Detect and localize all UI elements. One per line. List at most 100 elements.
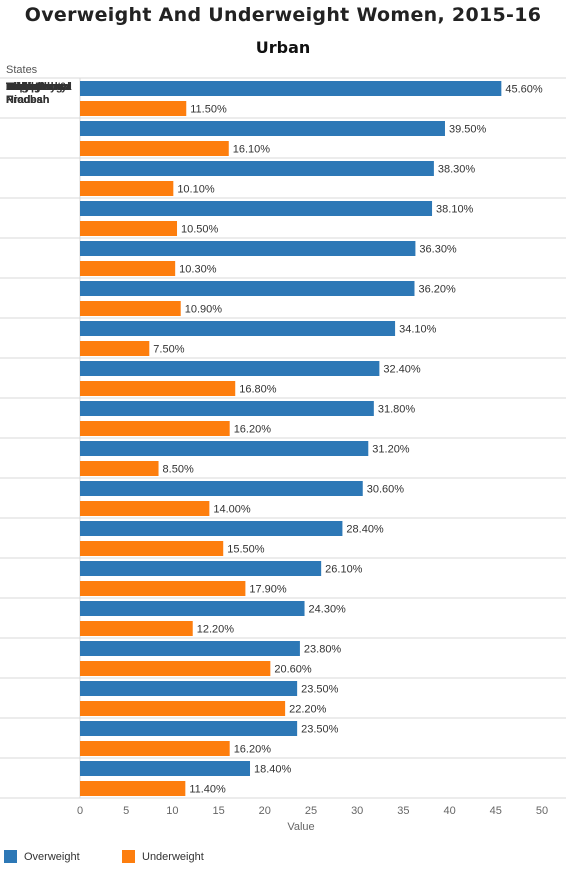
overweight-bar: [80, 321, 396, 336]
overweight-value-label: 36.20%: [418, 284, 456, 296]
category-label: Telangana: [6, 81, 60, 93]
overweight-bar: [80, 441, 369, 456]
x-tick-label: 35: [397, 805, 409, 817]
category-label: Pradesh: [6, 94, 50, 106]
underweight-bar: [80, 621, 193, 636]
underweight-value-label: 12.20%: [197, 624, 235, 636]
underweight-bar: [80, 661, 271, 676]
overweight-value-label: 39.50%: [449, 124, 487, 136]
category-label: Uttarakhand: [6, 81, 70, 93]
underweight-bar: [80, 701, 286, 716]
category-label: Andhra: [6, 81, 45, 93]
overweight-bar: [80, 361, 380, 376]
underweight-value-label: 10.10%: [177, 184, 215, 196]
underweight-value-label: 16.20%: [234, 744, 272, 756]
underweight-value-label: 10.90%: [185, 304, 223, 316]
x-tick-label: 30: [351, 805, 363, 817]
underweight-bar: [80, 221, 178, 236]
underweight-bar: [80, 341, 150, 356]
x-tick-label: 25: [305, 805, 317, 817]
underweight-value-label: 17.90%: [249, 584, 287, 596]
overweight-value-label: 28.40%: [346, 524, 384, 536]
overweight-bar: [80, 81, 502, 96]
overweight-value-label: 31.20%: [372, 444, 410, 456]
underweight-value-label: 22.20%: [289, 704, 327, 716]
category-label: Goa: [6, 81, 28, 93]
underweight-bar: [80, 181, 174, 196]
x-tick-label: 50: [536, 805, 548, 817]
category-label: Karnataka: [6, 81, 60, 93]
underweight-bar: [80, 141, 229, 156]
chart-subtitle: Urban: [255, 38, 311, 57]
overweight-bar: [80, 601, 305, 616]
overweight-value-label: 32.40%: [383, 364, 421, 376]
x-tick-label: 0: [77, 805, 83, 817]
overweight-bar: [80, 401, 374, 416]
category-label: West Bengal: [6, 81, 72, 93]
overweight-value-label: 45.60%: [505, 84, 543, 96]
underweight-value-label: 16.20%: [234, 424, 272, 436]
overweight-value-label: 24.30%: [309, 604, 347, 616]
category-label: Pradesh: [6, 94, 50, 106]
underweight-bar: [80, 101, 187, 116]
underweight-value-label: 16.10%: [233, 144, 271, 156]
underweight-value-label: 14.00%: [213, 504, 251, 516]
underweight-bar: [80, 581, 246, 596]
overweight-bar: [80, 481, 363, 496]
underweight-value-label: 10.30%: [179, 264, 217, 276]
category-label: Manipur: [6, 81, 49, 93]
underweight-value-label: 15.50%: [227, 544, 265, 556]
overweight-bar: [80, 521, 343, 536]
underweight-bar: [80, 541, 224, 556]
overweight-bar: [80, 241, 416, 256]
legend-item-overweight[interactable]: Overweight: [4, 850, 80, 863]
overweight-value-label: 31.80%: [378, 404, 416, 416]
category-label: Puducherry: [6, 81, 68, 93]
category-label: Madhya: [6, 81, 48, 93]
underweight-bar: [80, 741, 230, 756]
category-label: Andaman &: [6, 81, 67, 93]
overweight-bar: [80, 681, 298, 696]
x-tick-label: 40: [443, 805, 455, 817]
overweight-value-label: 18.40%: [254, 764, 292, 776]
underweight-value-label: 7.50%: [153, 344, 184, 356]
x-tick-label: 15: [212, 805, 224, 817]
legend-swatch-overweight: [4, 850, 17, 863]
overweight-bar: [80, 201, 433, 216]
x-tick-label: 5: [123, 805, 129, 817]
underweight-value-label: 10.50%: [181, 224, 219, 236]
x-tick-label: 10: [166, 805, 178, 817]
overweight-bar: [80, 761, 251, 776]
underweight-value-label: 11.50%: [190, 104, 227, 116]
legend-item-underweight[interactable]: Underweight: [122, 850, 204, 863]
underweight-bar: [80, 461, 159, 476]
x-tick-label: 45: [490, 805, 502, 817]
category-label: Bihar: [6, 81, 35, 93]
overweight-value-label: 38.30%: [438, 164, 476, 176]
category-label: Nicobar: [6, 94, 48, 106]
category-label: Haryana: [6, 81, 50, 93]
underweight-value-label: 11.40%: [189, 784, 226, 796]
overweight-bar: [80, 561, 322, 576]
legend-swatch-underweight: [122, 850, 135, 863]
overweight-value-label: 23.50%: [301, 684, 339, 696]
row-header-label: States: [6, 64, 38, 76]
category-label: Sikkim: [6, 81, 42, 93]
overweight-bar: [80, 121, 445, 136]
legend-label-underweight: Underweight: [142, 850, 204, 863]
category-label: Tripura: [6, 81, 44, 93]
overweight-bar: [80, 161, 434, 176]
underweight-bar: [80, 781, 186, 796]
overweight-bar: [80, 721, 298, 736]
overweight-value-label: 23.80%: [304, 644, 342, 656]
underweight-value-label: 8.50%: [163, 464, 194, 476]
underweight-value-label: 20.60%: [274, 664, 312, 676]
overweight-value-label: 38.10%: [436, 204, 474, 216]
overweight-bar: [80, 281, 415, 296]
category-label: Maharashtra: [6, 81, 72, 93]
underweight-bar: [80, 261, 176, 276]
underweight-value-label: 16.80%: [239, 384, 277, 396]
x-tick-label: 20: [259, 805, 271, 817]
overweight-value-label: 36.30%: [419, 244, 457, 256]
